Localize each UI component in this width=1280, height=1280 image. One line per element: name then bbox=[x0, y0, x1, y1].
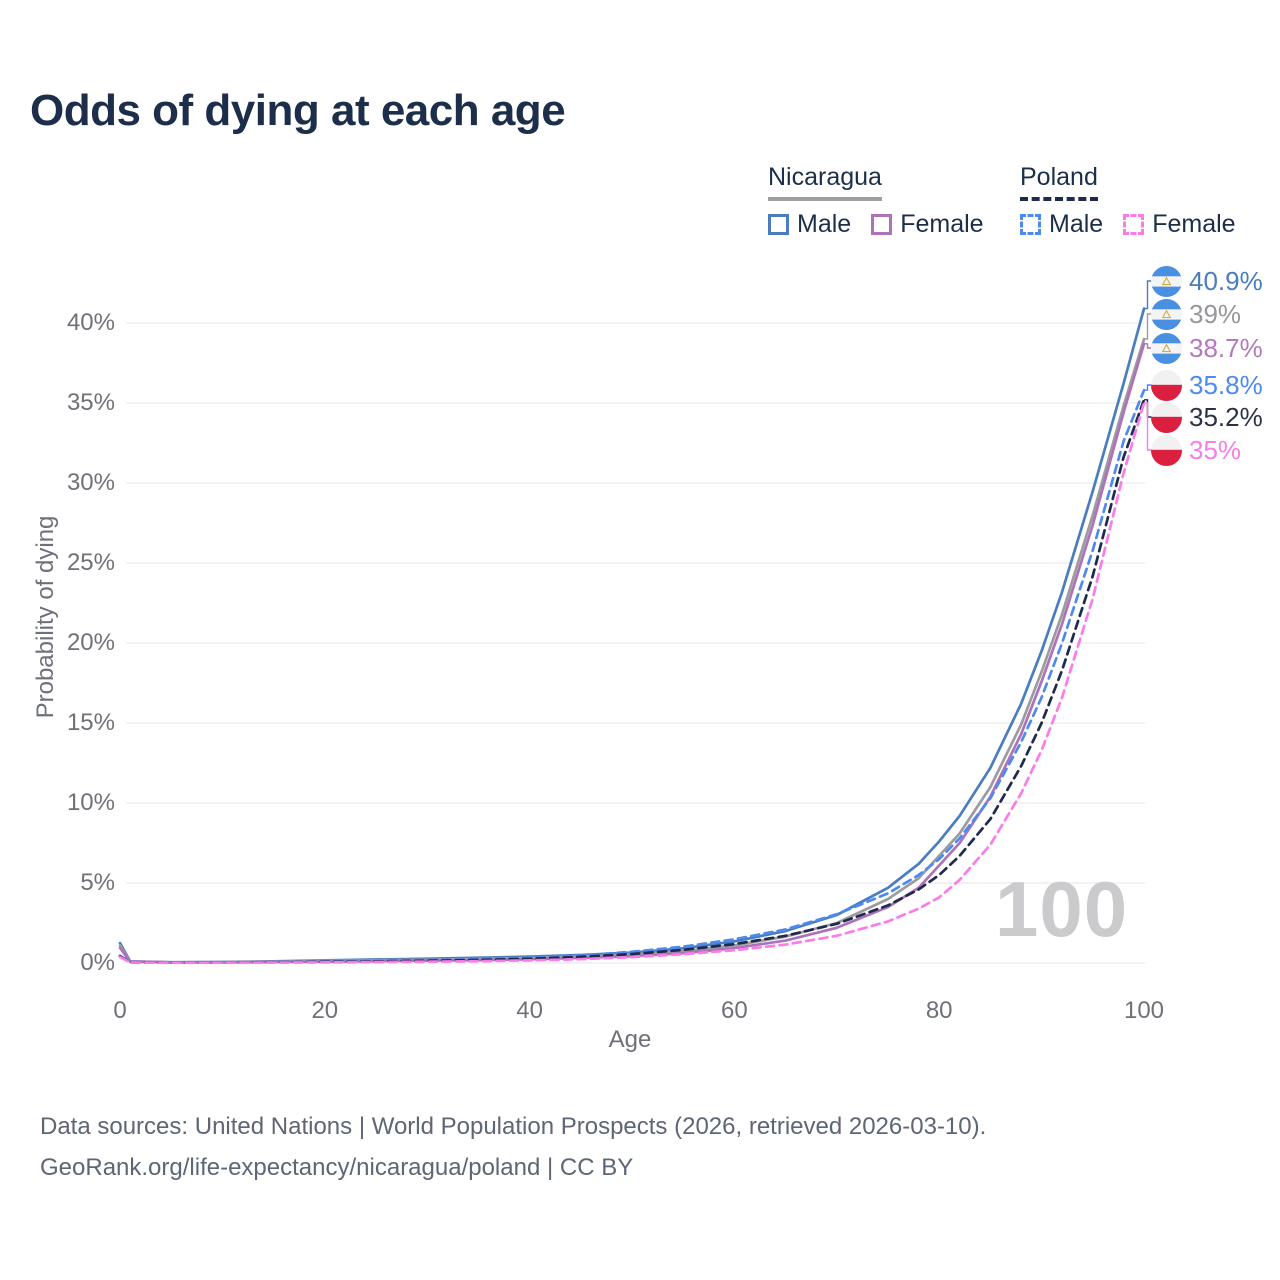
legend-group-poland: Poland Male Female bbox=[1020, 163, 1236, 239]
legend-group-nicaragua: Nicaragua Male Female bbox=[768, 163, 984, 239]
x-axis-title: Age bbox=[608, 1026, 652, 1053]
y-tick-0: 0% bbox=[80, 949, 115, 976]
legend-country-nicaragua: Nicaragua bbox=[768, 163, 882, 201]
end-label-value: 39% bbox=[1189, 298, 1242, 329]
nicaragua-female-swatch-icon bbox=[871, 214, 893, 235]
end-label-value: 35.2% bbox=[1189, 401, 1263, 432]
y-tick-10: 10% bbox=[66, 789, 115, 816]
chart-title: Odds of dying at each age bbox=[30, 86, 566, 135]
end-label-connector-poland-male bbox=[1144, 384, 1152, 391]
legend-item-label: Female bbox=[900, 210, 984, 238]
x-tick-60: 60 bbox=[721, 997, 748, 1024]
series-line-nicaragua-average[interactable] bbox=[118, 337, 1146, 964]
end-label-value: 35% bbox=[1189, 434, 1242, 465]
end-label-connector-nicaragua-female bbox=[1144, 343, 1152, 349]
poland-flag-icon bbox=[1151, 434, 1182, 466]
x-tick-20: 20 bbox=[311, 997, 339, 1024]
nicaragua-male-swatch-icon bbox=[768, 214, 789, 235]
y-axis-title: Probability of dying bbox=[32, 515, 59, 719]
data-sources-line: Data sources: United Nations | World Pop… bbox=[40, 1113, 987, 1140]
legend-country-poland: Poland bbox=[1020, 163, 1098, 201]
legend-items-poland: Male Female bbox=[1020, 210, 1236, 239]
poland-male-swatch-icon bbox=[1020, 214, 1041, 235]
y-tick-25: 25% bbox=[66, 549, 115, 576]
end-label-value: 40.9% bbox=[1189, 265, 1263, 296]
end-label-value: 38.7% bbox=[1189, 332, 1263, 363]
series-line-poland-female[interactable] bbox=[118, 401, 1146, 965]
y-tick-5: 5% bbox=[80, 869, 115, 896]
end-label-value: 35.8% bbox=[1189, 369, 1263, 400]
legend-item-label: Male bbox=[1049, 210, 1104, 238]
poland-flag-icon bbox=[1151, 369, 1182, 401]
series-line-nicaragua-male[interactable] bbox=[118, 307, 1146, 964]
nicaragua-flag-icon bbox=[1151, 298, 1182, 330]
nicaragua-flag-icon bbox=[1151, 332, 1182, 364]
legend-item-poland-male[interactable]: Male bbox=[1020, 210, 1103, 239]
x-tick-80: 80 bbox=[925, 997, 953, 1024]
nicaragua-flag-icon bbox=[1151, 265, 1182, 297]
end-label-nicaragua-male: 40.9% bbox=[1151, 265, 1263, 297]
end-label-connector-nicaragua-average bbox=[1144, 313, 1152, 340]
end-label-poland-female: 35% bbox=[1151, 434, 1242, 466]
legend-item-nicaragua-female[interactable]: Female bbox=[871, 210, 984, 239]
series-line-poland-average[interactable] bbox=[118, 398, 1146, 965]
legend-items-nicaragua: Male Female bbox=[768, 210, 984, 239]
legend-item-label: Female bbox=[1152, 210, 1236, 238]
attribution-line: GeoRank.org/life-expectancy/nicaragua/po… bbox=[40, 1154, 634, 1181]
end-label-connector-nicaragua-male bbox=[1144, 280, 1152, 310]
legend-item-poland-female[interactable]: Female bbox=[1123, 210, 1236, 239]
chart-footer: Data sources: United Nations | World Pop… bbox=[40, 1106, 986, 1188]
end-label-connector-poland-female bbox=[1144, 402, 1152, 451]
legend-item-nicaragua-male[interactable]: Male bbox=[768, 210, 851, 239]
end-label-nicaragua-average: 39% bbox=[1151, 298, 1242, 330]
y-tick-15: 15% bbox=[66, 709, 115, 736]
x-tick-40: 40 bbox=[516, 997, 543, 1024]
y-tick-40: 40% bbox=[66, 309, 115, 336]
end-label-nicaragua-female: 38.7% bbox=[1151, 332, 1263, 364]
poland-female-swatch-icon bbox=[1123, 214, 1145, 235]
series-line-nicaragua-female[interactable] bbox=[118, 342, 1146, 964]
end-label-poland-male: 35.8% bbox=[1151, 369, 1263, 401]
age-counter-watermark: 100 bbox=[995, 865, 1129, 953]
poland-flag-icon bbox=[1151, 401, 1182, 433]
y-tick-35: 35% bbox=[66, 389, 115, 416]
y-tick-30: 30% bbox=[66, 469, 115, 496]
legend-item-label: Male bbox=[797, 210, 852, 238]
series-line-poland-male[interactable] bbox=[118, 388, 1146, 965]
x-tick-0: 0 bbox=[113, 997, 127, 1024]
end-label-poland-average: 35.2% bbox=[1151, 401, 1263, 433]
x-tick-100: 100 bbox=[1123, 997, 1165, 1024]
y-tick-20: 20% bbox=[66, 629, 115, 656]
